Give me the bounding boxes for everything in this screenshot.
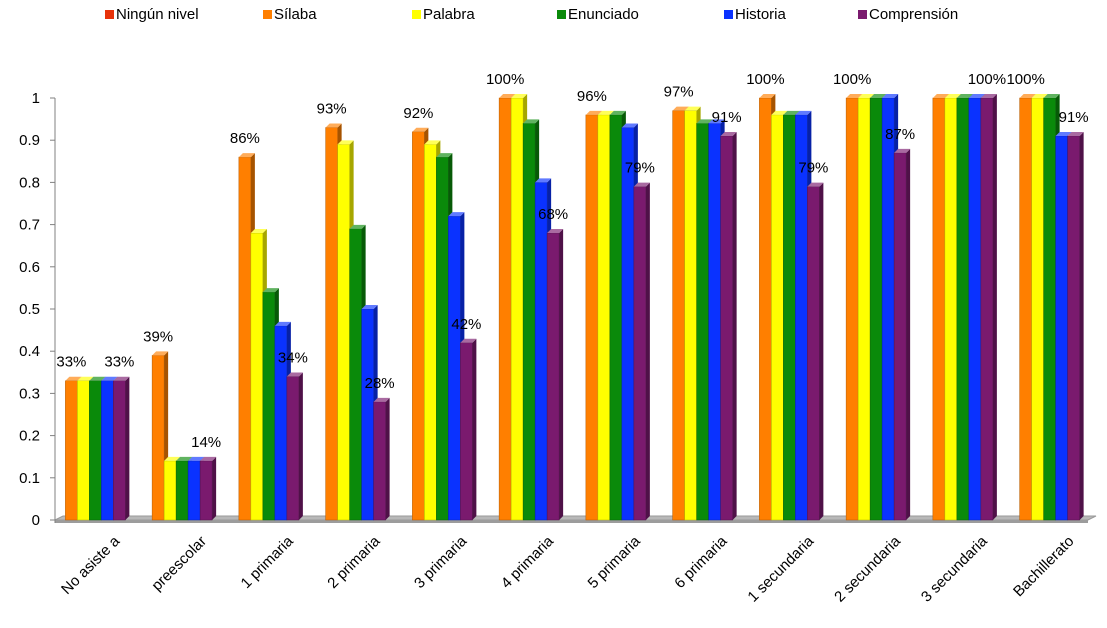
legend-label: Enunciado (568, 6, 639, 23)
data-label: 100% (1006, 71, 1044, 88)
data-label: 34% (278, 350, 308, 367)
data-label: 93% (317, 101, 347, 118)
legend-swatch (263, 10, 272, 19)
y-tick-label: 0.1 (19, 470, 40, 487)
x-category-label: 1 secundaria (744, 532, 817, 605)
legend-item: Palabra (412, 6, 475, 23)
data-label: 91% (1059, 109, 1089, 126)
data-label: 96% (577, 88, 607, 105)
bar (199, 456, 217, 521)
data-label: 100% (746, 71, 784, 88)
x-category-label: 5 primaria (585, 532, 645, 592)
bar (633, 182, 650, 521)
x-axis: No asiste a preescolar 1 primaria 2 primari… (58, 532, 1077, 605)
x-category-label: 3 secundaria (918, 532, 991, 605)
y-tick-label: 0.9 (19, 132, 40, 149)
bar (1067, 131, 1084, 521)
data-label: 28% (365, 375, 395, 392)
legend-swatch (412, 10, 421, 19)
legend-label: Palabra (423, 6, 475, 23)
y-tick-label: 0.3 (19, 385, 40, 402)
x-category-label: 2 secundaria (831, 532, 904, 605)
legend-item: Ningún nivel (105, 6, 199, 23)
y-tick-label: 1 (32, 90, 40, 107)
data-label: 92% (403, 105, 433, 122)
x-category-label: 2 primaria (324, 532, 384, 592)
y-tick-label: 0.7 (19, 217, 40, 234)
data-label: 33% (104, 354, 134, 371)
legend-label: Historia (735, 6, 787, 23)
data-label: 68% (538, 206, 568, 223)
data-label: 39% (143, 328, 173, 345)
x-category-label: preescolar (148, 533, 210, 595)
data-label: 79% (625, 160, 655, 177)
legend-label: Comprensión (869, 6, 958, 23)
data-label: 87% (885, 126, 915, 143)
y-tick-label: 0.2 (19, 428, 40, 445)
data-label: 33% (56, 354, 86, 371)
bar (720, 131, 737, 521)
bar (373, 397, 390, 521)
y-tick-label: 0 (32, 512, 40, 529)
y-tick-label: 0.5 (19, 301, 40, 318)
legend-swatch (105, 10, 114, 19)
x-category-label: No asiste a (58, 532, 124, 598)
x-category-label: 3 primaria (411, 532, 471, 592)
x-category-label: 4 primaria (498, 532, 558, 592)
y-tick-label: 0.8 (19, 174, 40, 191)
data-label: 91% (712, 109, 742, 126)
data-label: 42% (451, 316, 481, 333)
data-label: 100% (968, 71, 1006, 88)
bar (460, 338, 477, 521)
legend-item: Historia (724, 6, 787, 23)
y-tick-label: 0.6 (19, 259, 40, 276)
floor-edge (55, 520, 1088, 523)
legend-item: Comprensión (858, 6, 958, 23)
bar (807, 182, 824, 521)
legend-swatch (557, 10, 566, 19)
bar (546, 229, 564, 521)
x-category-label: 1 primaria (238, 532, 298, 592)
legend: Ningún nivel Sílaba Palabra Enunciado Histor… (105, 6, 958, 23)
data-label: 97% (664, 84, 694, 101)
bar (113, 376, 130, 521)
data-label: 100% (486, 71, 524, 88)
legend-label: Sílaba (274, 6, 317, 23)
y-tick-label: 0.4 (19, 343, 40, 360)
data-labels: 33% 33% 39% 14% 86% 34% 93% 28% 92% 42% 100% 68% 96%… (56, 71, 1088, 451)
y-axis: 0 0.1 0.2 0.3 0.4 0.5 0.6 0.7 0.8 0.9 1 (19, 90, 56, 529)
bar (893, 148, 911, 521)
chart-floor (54, 515, 1097, 523)
data-label: 79% (798, 160, 828, 177)
data-label: 86% (230, 130, 260, 147)
legend-swatch (724, 10, 733, 19)
x-category-label: 6 primaria (671, 532, 731, 592)
bar (286, 372, 303, 521)
legend-swatch (858, 10, 867, 19)
legend-item: Sílaba (263, 6, 317, 23)
legend-label: Ningún nivel (116, 6, 199, 23)
legend-item: Enunciado (557, 6, 639, 23)
x-category-label: Bachillerato (1010, 533, 1077, 600)
bar (980, 94, 997, 521)
data-label: 100% (833, 71, 871, 88)
data-label: 14% (191, 434, 221, 451)
bars (65, 94, 1084, 521)
